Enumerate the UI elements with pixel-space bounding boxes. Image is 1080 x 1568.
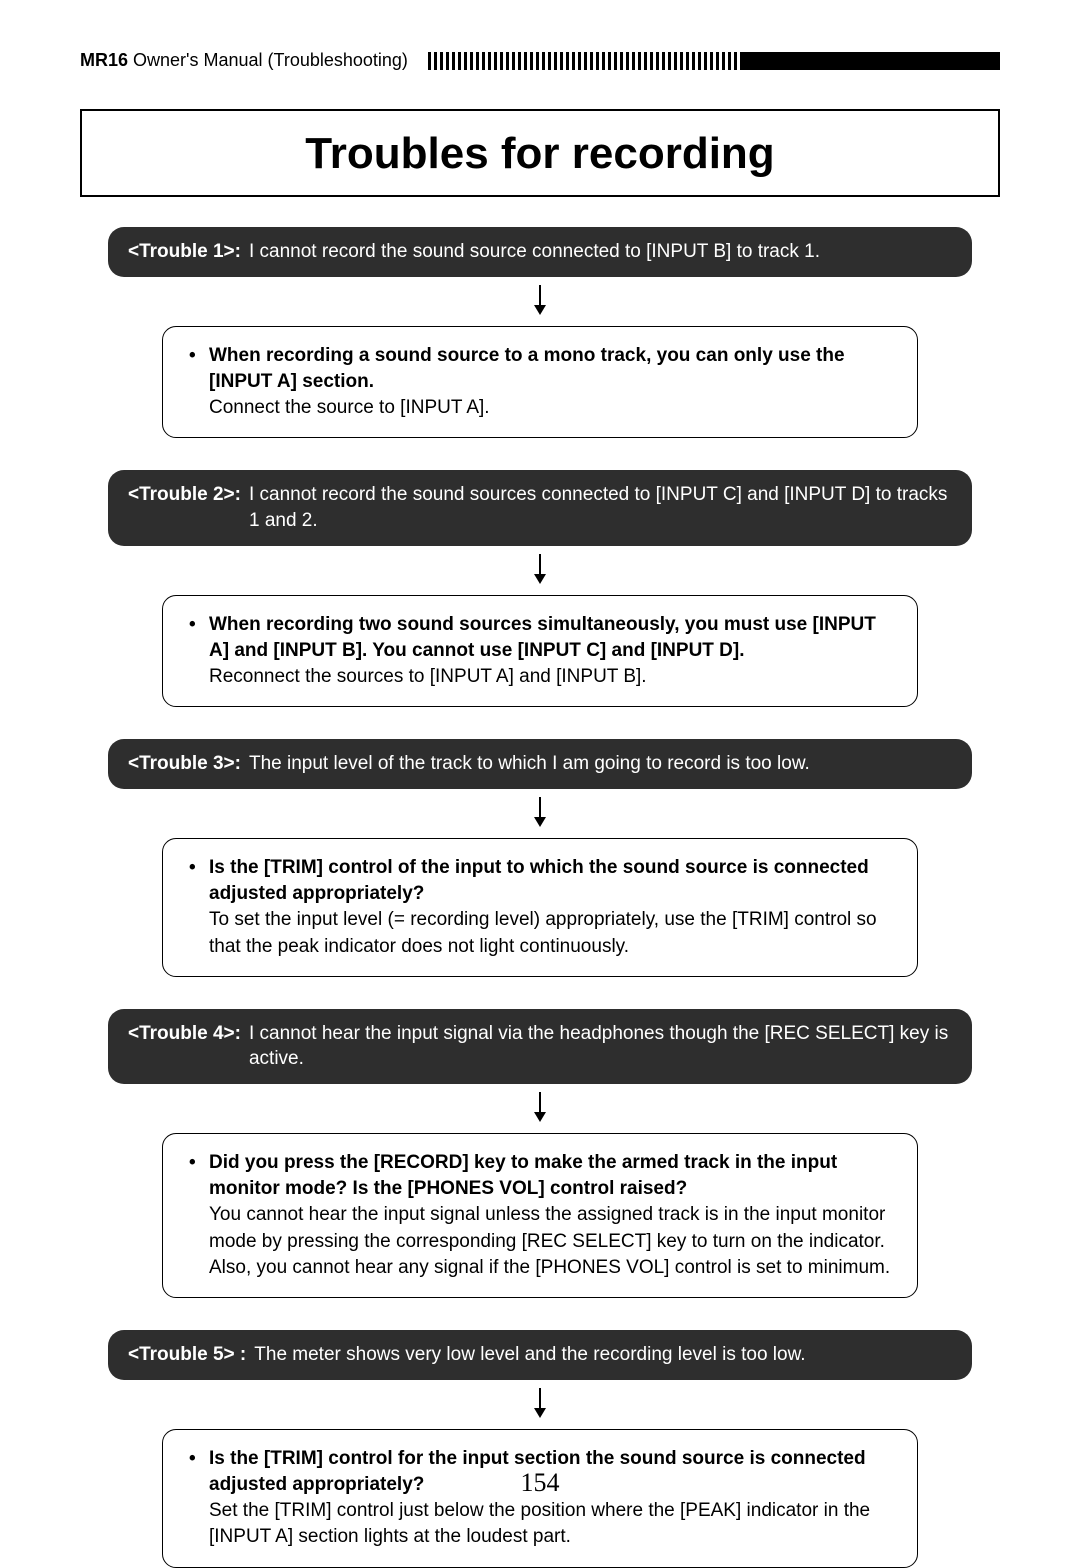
solution-item: Did you press the [RECORD] key to make t…: [189, 1150, 891, 1281]
trouble-description: I cannot record the sound source connect…: [249, 239, 820, 265]
trouble-label: <Trouble 1>:: [128, 239, 241, 265]
solution-rest: You cannot hear the input signal unless …: [209, 1204, 890, 1277]
solution-rest: Reconnect the sources to [INPUT A] and […: [209, 666, 647, 687]
solution-text: Did you press the [RECORD] key to make t…: [209, 1150, 891, 1281]
arrow-down-icon: [108, 554, 972, 589]
header-decoration-bar: [428, 52, 1000, 70]
solution-text: When recording two sound sources simulta…: [209, 612, 891, 691]
bullet-icon: [189, 1446, 209, 1551]
trouble-header: <Trouble 5> : The meter shows very low l…: [108, 1330, 972, 1380]
manual-section: Owner's Manual (Troubleshooting): [133, 50, 408, 70]
arrow-down-icon: [108, 1092, 972, 1127]
solution-box: Did you press the [RECORD] key to make t…: [162, 1133, 918, 1298]
solution-bold: When recording two sound sources simulta…: [209, 614, 876, 661]
solution-text: Is the [TRIM] control of the input to wh…: [209, 855, 891, 960]
solution-rest: To set the input level (= recording leve…: [209, 909, 877, 956]
trouble-header: <Trouble 2>: I cannot record the sound s…: [108, 470, 972, 545]
solution-item: When recording two sound sources simulta…: [189, 612, 891, 691]
trouble-block: <Trouble 4>: I cannot hear the input sig…: [108, 1009, 972, 1298]
bullet-icon: [189, 1150, 209, 1281]
page-number: 154: [0, 1468, 1080, 1498]
manual-page: MR16 Owner's Manual (Troubleshooting) Tr…: [0, 0, 1080, 1528]
bullet-icon: [189, 343, 209, 422]
solution-bold: When recording a sound source to a mono …: [209, 345, 845, 392]
trouble-block: <Trouble 1>: I cannot record the sound s…: [108, 227, 972, 438]
trouble-label: <Trouble 5> :: [128, 1342, 246, 1368]
solution-box: When recording two sound sources simulta…: [162, 595, 918, 708]
trouble-block: <Trouble 5> : The meter shows very low l…: [108, 1330, 972, 1568]
solution-box: When recording a sound source to a mono …: [162, 326, 918, 439]
page-header: MR16 Owner's Manual (Troubleshooting): [80, 50, 1000, 71]
trouble-header: <Trouble 3>: The input level of the trac…: [108, 739, 972, 789]
solution-text: Is the [TRIM] control for the input sect…: [209, 1446, 891, 1551]
trouble-description: The meter shows very low level and the r…: [254, 1342, 805, 1368]
solution-box: Is the [TRIM] control of the input to wh…: [162, 838, 918, 977]
arrow-down-icon: [108, 797, 972, 832]
manual-title: MR16 Owner's Manual (Troubleshooting): [80, 50, 408, 71]
solution-item: Is the [TRIM] control for the input sect…: [189, 1446, 891, 1551]
trouble-description: I cannot record the sound sources connec…: [249, 482, 952, 533]
trouble-block: <Trouble 3>: The input level of the trac…: [108, 739, 972, 977]
trouble-header: <Trouble 1>: I cannot record the sound s…: [108, 227, 972, 277]
trouble-description: I cannot hear the input signal via the h…: [249, 1021, 952, 1072]
bullet-icon: [189, 855, 209, 960]
trouble-label: <Trouble 3>:: [128, 751, 241, 777]
solution-rest: Set the [TRIM] control just below the po…: [209, 1500, 870, 1547]
trouble-description: The input level of the track to which I …: [249, 751, 810, 777]
title-box: Troubles for recording: [80, 109, 1000, 197]
solution-box: Is the [TRIM] control for the input sect…: [162, 1429, 918, 1568]
solution-item: When recording a sound source to a mono …: [189, 343, 891, 422]
arrow-down-icon: [108, 1388, 972, 1423]
arrow-down-icon: [108, 285, 972, 320]
trouble-block: <Trouble 2>: I cannot record the sound s…: [108, 470, 972, 707]
page-title: Troubles for recording: [305, 129, 774, 178]
bullet-icon: [189, 612, 209, 691]
trouble-label: <Trouble 4>:: [128, 1021, 241, 1072]
solution-bold: Is the [TRIM] control of the input to wh…: [209, 857, 869, 904]
product-name: MR16: [80, 50, 128, 70]
solution-item: Is the [TRIM] control of the input to wh…: [189, 855, 891, 960]
trouble-label: <Trouble 2>:: [128, 482, 241, 533]
solution-text: When recording a sound source to a mono …: [209, 343, 891, 422]
solution-rest: Connect the source to [INPUT A].: [209, 397, 490, 418]
trouble-header: <Trouble 4>: I cannot hear the input sig…: [108, 1009, 972, 1084]
solution-bold: Did you press the [RECORD] key to make t…: [209, 1152, 837, 1199]
